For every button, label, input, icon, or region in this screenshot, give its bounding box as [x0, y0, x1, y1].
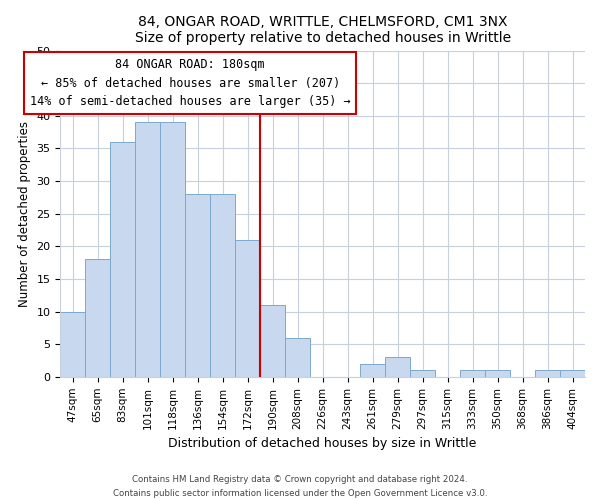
- Bar: [410, 370, 435, 377]
- Bar: [185, 194, 210, 377]
- Bar: [485, 370, 510, 377]
- Y-axis label: Number of detached properties: Number of detached properties: [18, 120, 31, 306]
- Bar: [60, 312, 85, 377]
- Bar: [85, 260, 110, 377]
- Bar: [110, 142, 135, 377]
- Bar: [135, 122, 160, 377]
- Bar: [460, 370, 485, 377]
- Bar: [210, 194, 235, 377]
- Bar: [560, 370, 585, 377]
- Bar: [535, 370, 560, 377]
- Bar: [385, 357, 410, 377]
- Bar: [285, 338, 310, 377]
- Text: 84 ONGAR ROAD: 180sqm
← 85% of detached houses are smaller (207)
14% of semi-det: 84 ONGAR ROAD: 180sqm ← 85% of detached …: [30, 58, 350, 108]
- Bar: [160, 122, 185, 377]
- Text: Contains HM Land Registry data © Crown copyright and database right 2024.
Contai: Contains HM Land Registry data © Crown c…: [113, 476, 487, 498]
- Bar: [260, 305, 285, 377]
- Bar: [235, 240, 260, 377]
- Bar: [360, 364, 385, 377]
- Title: 84, ONGAR ROAD, WRITTLE, CHELMSFORD, CM1 3NX
Size of property relative to detach: 84, ONGAR ROAD, WRITTLE, CHELMSFORD, CM1…: [134, 15, 511, 45]
- X-axis label: Distribution of detached houses by size in Writtle: Distribution of detached houses by size …: [169, 437, 477, 450]
